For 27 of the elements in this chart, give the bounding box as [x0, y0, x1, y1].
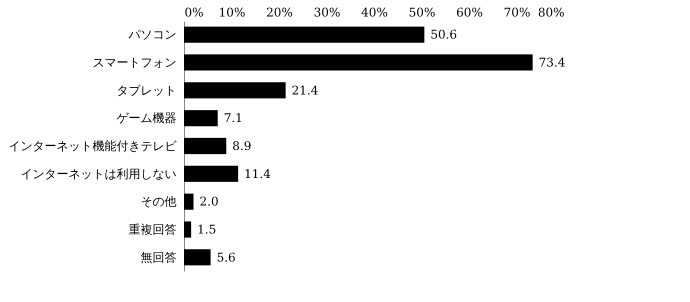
data-label: 1.5 — [197, 222, 216, 237]
y-tick-label: スマートフォン — [92, 55, 176, 70]
data-label: 7.1 — [224, 111, 243, 126]
y-tick-label: インターネットは利用しない — [20, 166, 176, 181]
y-tick-label: パソコン — [128, 28, 176, 42]
y-tick-label: タブレット — [116, 83, 176, 98]
data-label: 73.4 — [538, 55, 566, 70]
x-tick-label: 30% — [314, 6, 340, 20]
y-tick-label: 無回答 — [140, 250, 176, 264]
y-tick-label: インターネット機能付きテレビ — [8, 139, 178, 153]
y-tick-label: その他 — [140, 194, 176, 209]
x-tick-label: 10% — [218, 6, 246, 20]
x-tick-label: 80% — [538, 6, 564, 20]
x-tick-label: 0% — [184, 6, 204, 20]
x-tick-label: 70% — [504, 6, 530, 20]
data-label: 8.9 — [232, 139, 252, 153]
data-label: 21.4 — [292, 83, 319, 98]
x-tick-label: 20% — [266, 6, 293, 20]
x-tick-label: 50% — [408, 6, 436, 20]
x-tick-label: 60% — [456, 6, 483, 20]
data-label: 2.0 — [200, 194, 219, 209]
y-tick-label: ゲーム機器 — [116, 111, 176, 126]
y-tick-label: 重複回答 — [128, 222, 176, 237]
data-label: 5.6 — [216, 250, 236, 264]
data-label: 11.4 — [244, 166, 272, 181]
x-tick-label: 40% — [361, 6, 388, 20]
data-label: 50.6 — [430, 28, 458, 42]
